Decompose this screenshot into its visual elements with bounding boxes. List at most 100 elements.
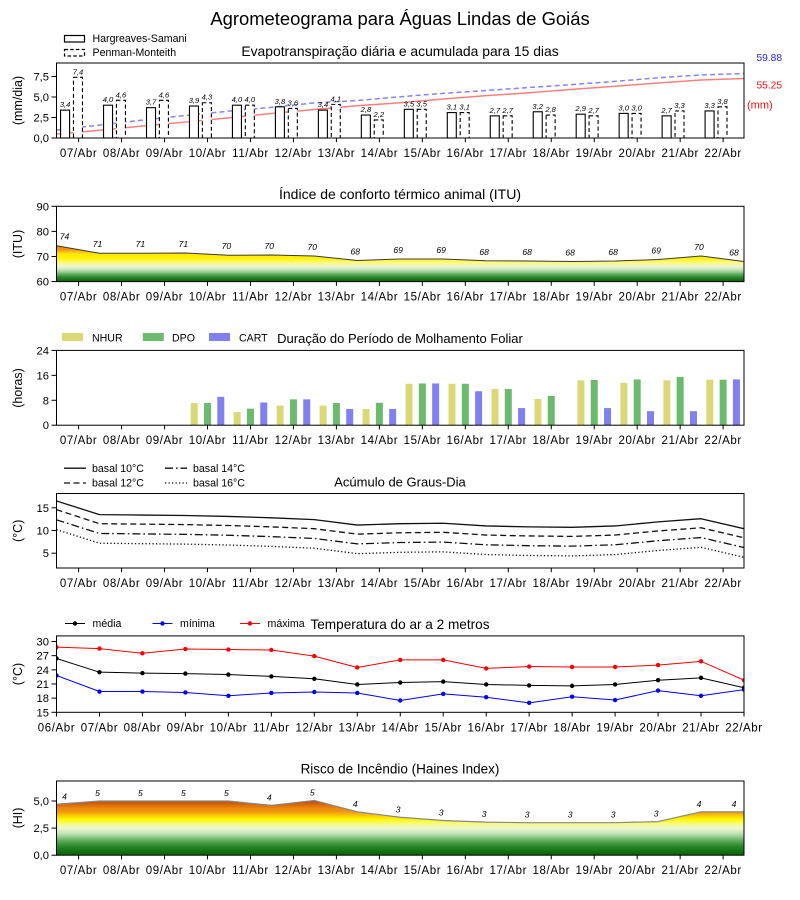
svg-text:mínima: mínima (180, 618, 215, 630)
svg-text:4: 4 (697, 799, 702, 809)
svg-text:10/Abr: 10/Abr (189, 435, 226, 447)
svg-text:27: 27 (37, 651, 49, 663)
svg-text:17/Abr: 17/Abr (510, 722, 547, 734)
svg-text:08/Abr: 08/Abr (103, 865, 140, 877)
svg-text:8: 8 (43, 395, 49, 407)
svg-text:3,0: 3,0 (618, 103, 629, 112)
svg-text:70: 70 (694, 242, 704, 252)
svg-text:21/Abr: 21/Abr (661, 865, 698, 877)
svg-text:3,4: 3,4 (60, 100, 71, 109)
svg-text:08/Abr: 08/Abr (103, 578, 140, 590)
svg-text:(HI): (HI) (11, 808, 25, 829)
svg-text:20/Abr: 20/Abr (618, 435, 655, 447)
svg-text:14/Abr: 14/Abr (381, 722, 418, 734)
svg-text:68: 68 (729, 248, 739, 258)
svg-text:10/Abr: 10/Abr (210, 722, 247, 734)
svg-text:16/Abr: 16/Abr (447, 292, 484, 304)
svg-text:06/Abr: 06/Abr (38, 722, 75, 734)
svg-text:3,5: 3,5 (416, 99, 427, 108)
svg-text:17/Abr: 17/Abr (490, 578, 527, 590)
svg-text:(°C): (°C) (11, 663, 25, 685)
svg-text:5: 5 (138, 788, 143, 798)
svg-text:19/Abr: 19/Abr (575, 292, 612, 304)
svg-text:(mm): (mm) (747, 100, 773, 112)
svg-text:20/Abr: 20/Abr (618, 292, 655, 304)
svg-text:22/Abr: 22/Abr (704, 578, 741, 590)
svg-text:14/Abr: 14/Abr (361, 435, 398, 447)
svg-text:20/Abr: 20/Abr (639, 722, 676, 734)
svg-text:3: 3 (611, 810, 616, 820)
svg-text:15/Abr: 15/Abr (404, 865, 441, 877)
svg-text:55.25: 55.25 (757, 81, 783, 92)
svg-text:18/Abr: 18/Abr (533, 865, 570, 877)
svg-text:18: 18 (37, 693, 49, 705)
svg-text:4,0: 4,0 (232, 95, 243, 104)
svg-text:09/Abr: 09/Abr (167, 722, 204, 734)
svg-text:10/Abr: 10/Abr (189, 578, 226, 590)
svg-text:17/Abr: 17/Abr (490, 148, 527, 160)
svg-text:68: 68 (608, 247, 618, 257)
svg-text:3: 3 (482, 809, 487, 819)
svg-text:07/Abr: 07/Abr (60, 292, 97, 304)
svg-text:Temperatura do ar a 2 metros: Temperatura do ar a 2 metros (310, 617, 489, 632)
svg-text:30: 30 (37, 637, 49, 649)
svg-text:14/Abr: 14/Abr (361, 148, 398, 160)
svg-text:basal 16°C: basal 16°C (193, 478, 245, 490)
svg-text:07/Abr: 07/Abr (60, 148, 97, 160)
svg-text:22/Abr: 22/Abr (725, 722, 762, 734)
svg-text:5: 5 (224, 788, 229, 798)
svg-text:16/Abr: 16/Abr (447, 578, 484, 590)
svg-text:15: 15 (37, 707, 49, 719)
svg-text:70: 70 (308, 242, 318, 252)
svg-text:15/Abr: 15/Abr (404, 435, 441, 447)
svg-text:74: 74 (60, 232, 70, 242)
svg-text:22/Abr: 22/Abr (704, 292, 741, 304)
svg-text:Duração do Período de Molhamen: Duração do Período de Molhamento Foliar (277, 331, 523, 346)
svg-text:13/Abr: 13/Abr (318, 578, 355, 590)
svg-text:11/Abr: 11/Abr (232, 435, 269, 447)
svg-text:07/Abr: 07/Abr (60, 578, 97, 590)
svg-text:0,0: 0,0 (33, 133, 49, 145)
svg-text:13/Abr: 13/Abr (318, 292, 355, 304)
svg-text:0,0: 0,0 (33, 850, 49, 862)
svg-text:09/Abr: 09/Abr (146, 148, 183, 160)
svg-text:18/Abr: 18/Abr (533, 578, 570, 590)
svg-text:Acúmulo de Graus-Dia: Acúmulo de Graus-Dia (334, 475, 466, 490)
svg-text:71: 71 (179, 239, 189, 249)
svg-text:19/Abr: 19/Abr (575, 578, 612, 590)
svg-text:17/Abr: 17/Abr (490, 865, 527, 877)
svg-text:22/Abr: 22/Abr (704, 435, 741, 447)
svg-text:18/Abr: 18/Abr (553, 722, 590, 734)
svg-text:2,9: 2,9 (574, 104, 586, 113)
svg-text:3,6: 3,6 (288, 99, 299, 108)
svg-text:11/Abr: 11/Abr (253, 722, 290, 734)
svg-text:0: 0 (43, 420, 49, 432)
svg-text:CART: CART (239, 333, 268, 345)
svg-text:10/Abr: 10/Abr (189, 292, 226, 304)
svg-text:3,5: 3,5 (404, 99, 415, 108)
svg-text:11/Abr: 11/Abr (232, 865, 269, 877)
svg-text:70: 70 (37, 252, 49, 264)
svg-text:5,0: 5,0 (33, 92, 49, 104)
svg-text:11/Abr: 11/Abr (232, 148, 269, 160)
svg-text:3,9: 3,9 (189, 96, 200, 105)
svg-text:(mm/dia): (mm/dia) (11, 76, 25, 125)
svg-text:NHUR: NHUR (92, 333, 123, 345)
svg-text:22/Abr: 22/Abr (704, 148, 741, 160)
svg-text:19/Abr: 19/Abr (575, 435, 612, 447)
svg-text:3: 3 (439, 808, 444, 818)
svg-text:Evapotranspiração diária e acu: Evapotranspiração diária e acumulada par… (241, 43, 558, 59)
svg-text:12/Abr: 12/Abr (296, 722, 333, 734)
svg-text:21/Abr: 21/Abr (682, 722, 719, 734)
svg-text:68: 68 (479, 247, 489, 257)
svg-text:5: 5 (181, 788, 186, 798)
svg-text:4,6: 4,6 (116, 90, 127, 99)
svg-text:3,3: 3,3 (704, 101, 715, 110)
svg-text:21/Abr: 21/Abr (661, 435, 698, 447)
svg-text:16/Abr: 16/Abr (447, 435, 484, 447)
svg-text:70: 70 (222, 241, 232, 251)
svg-text:média: média (93, 618, 122, 630)
svg-text:(°C): (°C) (11, 520, 25, 542)
svg-text:3: 3 (568, 810, 573, 820)
svg-text:18/Abr: 18/Abr (533, 435, 570, 447)
